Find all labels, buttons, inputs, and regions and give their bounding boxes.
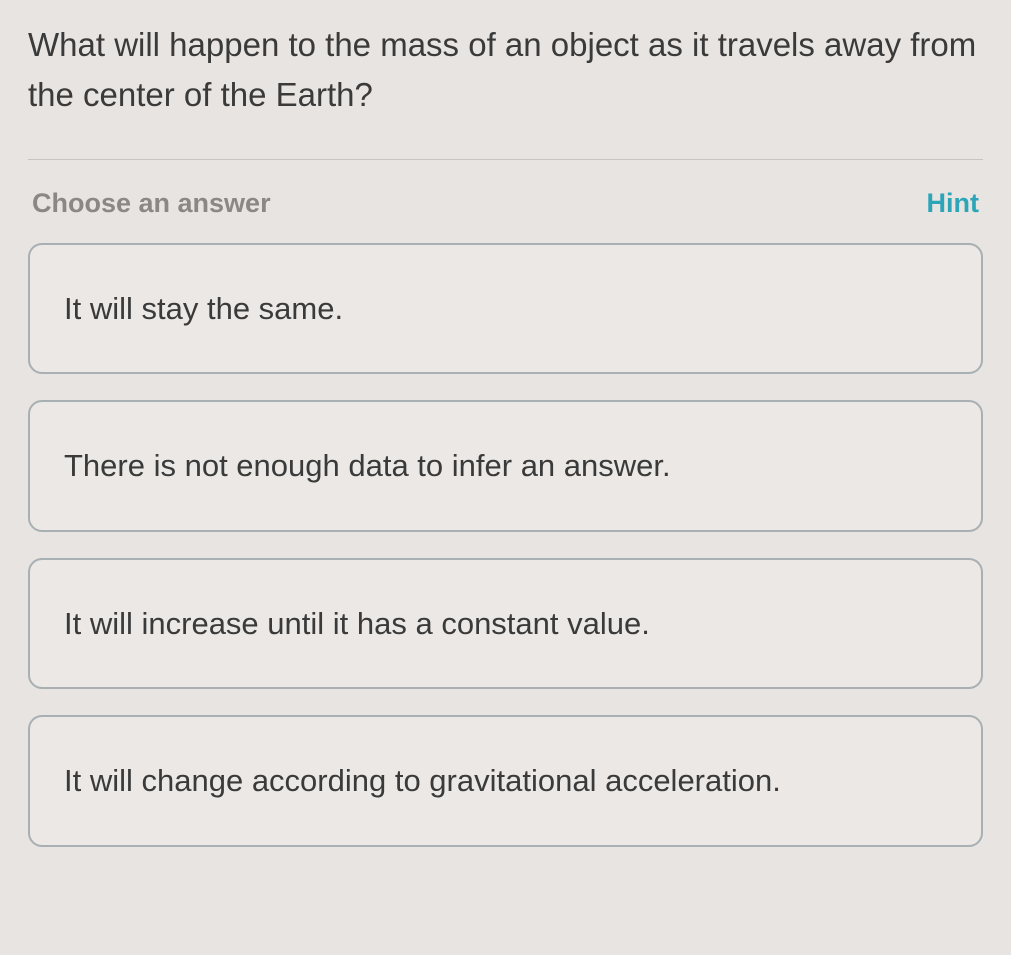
hint-link[interactable]: Hint [927, 188, 979, 219]
answer-option-text: It will stay the same. [64, 287, 947, 330]
answer-option-1[interactable]: It will stay the same. [28, 243, 983, 374]
answer-option-4[interactable]: It will change according to gravitationa… [28, 715, 983, 846]
answer-option-text: It will change according to gravitationa… [64, 759, 947, 802]
answer-option-2[interactable]: There is not enough data to infer an ans… [28, 400, 983, 531]
answer-option-text: There is not enough data to infer an ans… [64, 444, 947, 487]
question-section: What will happen to the mass of an objec… [28, 20, 983, 160]
choose-answer-label: Choose an answer [32, 188, 271, 219]
answer-option-text: It will increase until it has a constant… [64, 602, 947, 645]
question-text: What will happen to the mass of an objec… [28, 20, 983, 119]
answer-header: Choose an answer Hint [28, 188, 983, 219]
answer-option-3[interactable]: It will increase until it has a constant… [28, 558, 983, 689]
